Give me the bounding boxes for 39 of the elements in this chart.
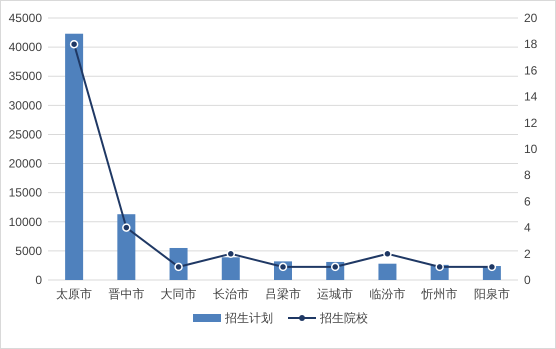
y-tick-label: 10000 [8,214,42,229]
y-tick-label: 40000 [8,40,42,54]
y-tick-label: 30000 [8,98,42,112]
x-tick-label: 运城市 [317,287,354,301]
y-tick-label: 15000 [8,186,42,200]
bar [117,214,136,280]
legend-label: 招生院校 [319,311,368,325]
point [70,40,78,48]
y2-tick-label: 12 [524,116,538,130]
y2-tick-label: 8 [524,168,531,182]
point [226,250,236,258]
y-tick-label: 0 [35,273,42,287]
y2-tick-label: 4 [524,220,531,235]
x-tick-label: 大同市 [160,287,197,301]
y2-tick-label: 18 [524,37,538,52]
y2-tick-label: 10 [524,142,538,156]
legend-label: 招生计划 [224,311,273,325]
x-tick-label: 阳泉市 [474,287,510,301]
x-tick-label: 长治市 [212,287,249,301]
y-tick-label: 5000 [15,244,42,258]
y2-tick-label: 6 [524,194,531,208]
x-tick-label: 太原市 [56,287,92,301]
x-tick-label: 晋中市 [108,287,144,301]
bar [378,264,396,280]
x-tick-label: 吕梁市 [265,287,301,301]
y-tick-label: 35000 [8,69,42,84]
x-tick-label: 临汾市 [369,287,406,301]
y2-tick-label: 2 [524,246,531,261]
y-tick-label: 25000 [8,127,42,142]
y2-tick-label: 16 [524,63,538,78]
y-tick-label: 45000 [8,11,42,25]
bar [222,257,240,280]
bar [65,34,84,280]
y2-tick-label: 14 [524,90,538,104]
point [122,223,131,232]
y2-tick-label: 0 [524,273,531,287]
y2-tick-label: 20 [524,11,538,25]
x-tick-label: 忻州市 [420,287,458,301]
y-tick-label: 20000 [8,156,42,171]
